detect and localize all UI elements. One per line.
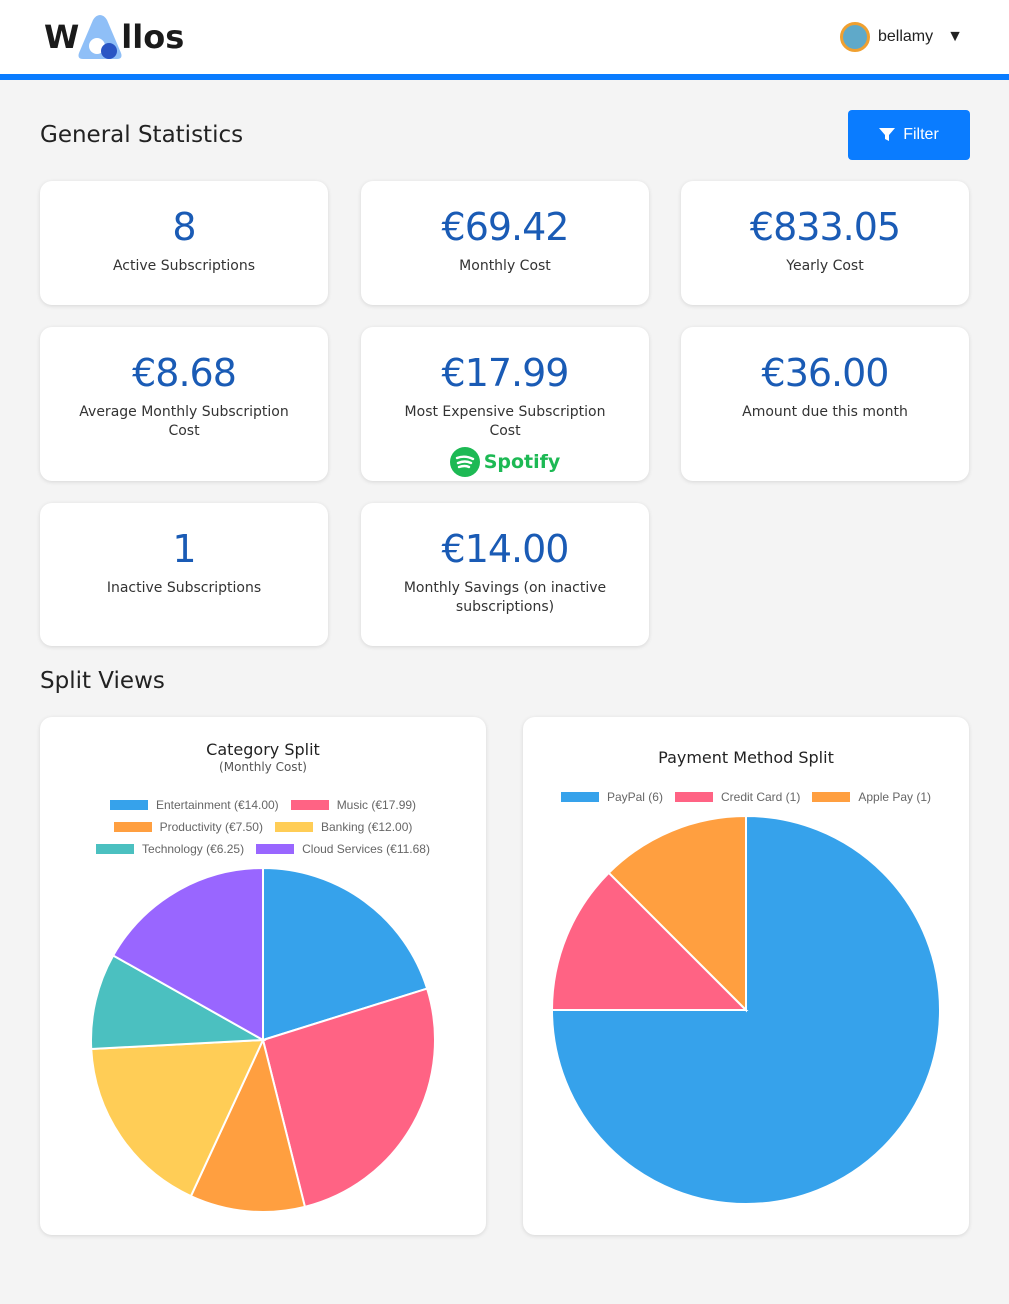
legend-item[interactable]: Technology (€6.25)	[96, 838, 244, 860]
legend-swatch	[96, 844, 135, 854]
stat-label: Yearly Cost	[786, 258, 864, 274]
split-views-title: Split Views	[40, 668, 165, 694]
stat-label: Inactive Subscriptions	[106, 580, 262, 596]
stat-card-savings: €14.00 Monthly Savings (on inactive subsc…	[361, 503, 649, 646]
logo-mark-icon	[77, 13, 123, 61]
payment-method-split-chart: Payment Method Split PayPal (6) Credit Ca…	[523, 717, 969, 1235]
payment-pie	[550, 814, 941, 1205]
legend-item[interactable]: PayPal (6)	[560, 786, 663, 808]
filter-button[interactable]: Filter	[848, 110, 970, 160]
pie-slice[interactable]	[111, 866, 264, 1042]
spotify-logo-text: Spotify	[483, 451, 561, 473]
stat-card-yearly: €833.05 Yearly Cost	[681, 181, 969, 305]
filter-label: Filter	[903, 126, 939, 143]
legend-swatch	[113, 822, 152, 832]
stat-card-average: €8.68 Average Monthly Subscription Cost	[40, 327, 328, 481]
legend-swatch	[274, 822, 313, 832]
chart-legend: Entertainment (€14.00) Music (€17.99) Prod…	[40, 794, 486, 860]
pie-slice[interactable]	[261, 987, 436, 1209]
stat-value: €17.99	[441, 351, 570, 395]
legend-swatch	[560, 792, 599, 802]
stat-value: €14.00	[441, 527, 570, 571]
chart-subtitle: (Monthly Cost)	[219, 760, 307, 774]
legend-swatch	[256, 844, 295, 854]
legend-swatch	[290, 800, 329, 810]
legend-label: Apple Pay (1)	[858, 790, 932, 804]
legend-label: PayPal (6)	[606, 790, 663, 804]
legend-swatch	[674, 792, 713, 802]
stat-label: Active Subscriptions	[112, 258, 256, 274]
pie-slice[interactable]	[607, 814, 747, 1013]
stat-card-inactive: 1 Inactive Subscriptions	[40, 503, 328, 646]
legend-item[interactable]: Credit Card (1)	[674, 786, 801, 808]
category-split-chart: Category Split (Monthly Cost) Entertainm…	[40, 717, 486, 1235]
legend-item[interactable]: Banking (€12.00)	[274, 816, 413, 838]
chart-title: Payment Method Split	[658, 748, 834, 767]
stat-card-due: €36.00 Amount due this month	[681, 327, 969, 481]
legend-label: Credit Card (1)	[720, 790, 801, 804]
stat-label: Most Expensive Subscription Cost	[404, 404, 606, 439]
pie-slice[interactable]	[90, 1038, 265, 1198]
wallos-logo[interactable]: W llos	[44, 12, 184, 62]
pie-slice[interactable]	[90, 954, 267, 1050]
legend-label: Music (€17.99)	[336, 798, 417, 812]
filter-icon	[879, 128, 896, 141]
stat-label: Average Monthly Subscription Cost	[79, 404, 289, 439]
caret-down-icon: ▼	[947, 28, 963, 45]
spotify-icon	[449, 447, 480, 477]
legend-item[interactable]: Apple Pay (1)	[812, 786, 931, 808]
legend-item[interactable]: Cloud Services (€11.68)	[256, 838, 430, 860]
pie-slice[interactable]	[550, 814, 941, 1205]
pie-slice[interactable]	[550, 871, 749, 1011]
stat-value: €833.05	[749, 205, 901, 249]
category-pie	[90, 866, 436, 1213]
stat-value: €69.42	[441, 205, 570, 249]
legend-label: Banking (€12.00)	[320, 820, 413, 834]
legend-item[interactable]: Productivity (€7.50)	[113, 816, 263, 838]
legend-item[interactable]: Entertainment (€14.00)	[109, 794, 279, 816]
user-menu[interactable]: bellamy ▼	[840, 22, 963, 52]
legend-swatch	[109, 800, 148, 810]
stat-card-monthly: €69.42 Monthly Cost	[361, 181, 649, 305]
legend-label: Cloud Services (€11.68)	[302, 842, 430, 856]
stat-card-active: 8 Active Subscriptions	[40, 181, 328, 305]
legend-swatch	[812, 792, 851, 802]
stat-label: Monthly Savings (on inactive subscriptio…	[403, 580, 607, 615]
stat-value: €8.68	[132, 351, 237, 395]
stat-label: Monthly Cost	[459, 258, 551, 274]
chart-legend: PayPal (6) Credit Card (1) Apple Pay (1)	[523, 786, 969, 808]
avatar	[840, 22, 870, 52]
stat-value: €36.00	[761, 351, 890, 395]
top-header: W llos bellamy ▼	[0, 0, 1009, 80]
legend-label: Productivity (€7.50)	[159, 820, 263, 834]
pie-slice[interactable]	[262, 866, 429, 1042]
legend-item[interactable]: Music (€17.99)	[290, 794, 417, 816]
stat-label: Amount due this month	[742, 404, 908, 420]
chart-title: Category Split	[206, 740, 320, 759]
general-statistics-title: General Statistics	[40, 122, 244, 148]
pie-slice[interactable]	[189, 1037, 307, 1213]
username: bellamy	[878, 28, 934, 45]
stat-card-most-expensive: €17.99 Most Expensive Subscription Cost S…	[361, 327, 649, 481]
legend-label: Entertainment (€14.00)	[155, 798, 279, 812]
spotify-logo: Spotify	[361, 447, 649, 477]
stat-value: 8	[172, 205, 196, 249]
legend-label: Technology (€6.25)	[142, 842, 245, 856]
stat-value: 1	[172, 527, 196, 571]
